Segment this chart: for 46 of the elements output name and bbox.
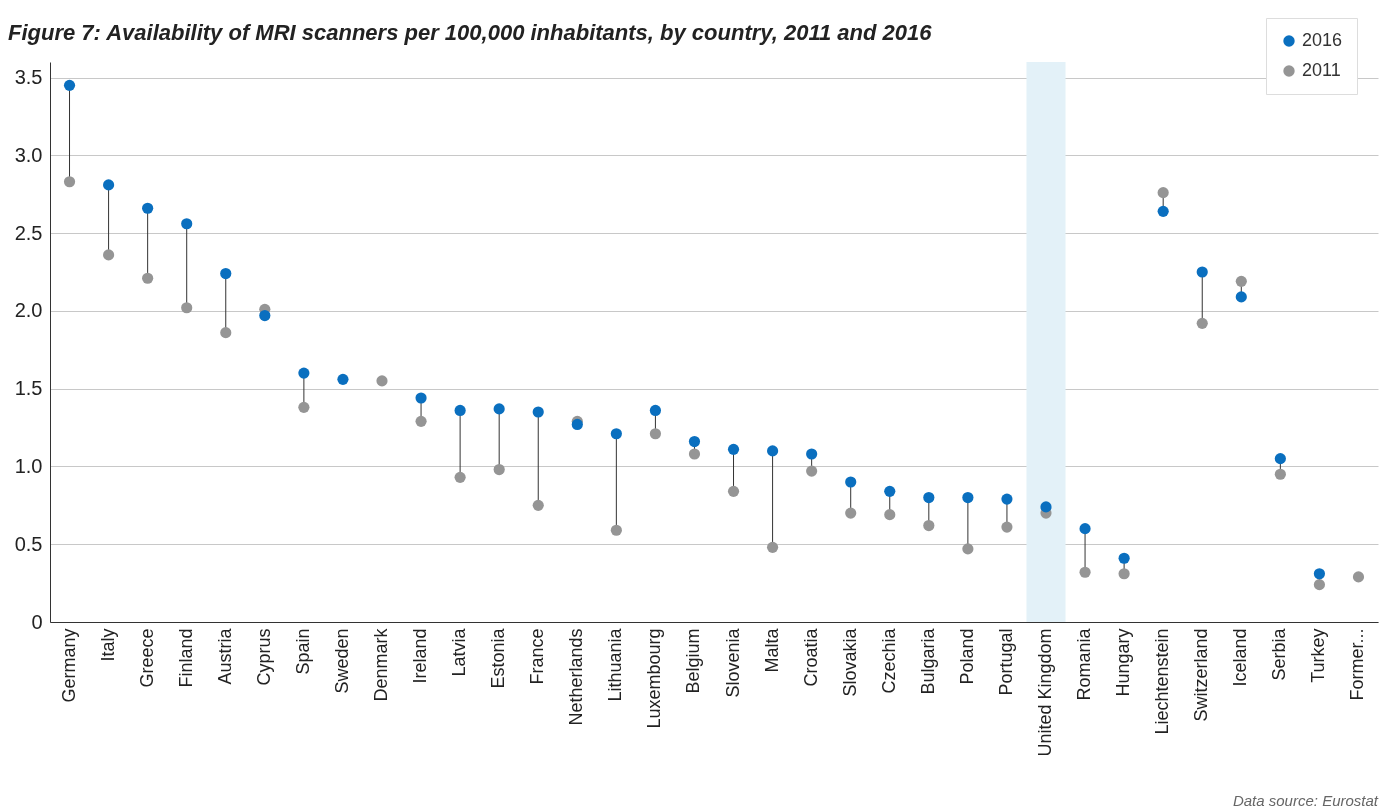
x-tick-label: Switzerland [1191, 628, 1212, 722]
x-tick-label: Denmark [371, 627, 391, 702]
x-tick-label: Malta [761, 627, 782, 673]
x-tick-label: Latvia [449, 627, 470, 677]
x-tick-label: France [527, 628, 548, 685]
chart-title: Figure 7: Availability of MRI scanners per 100,000 inhabitants, by country, 2011 and 2016 [8, 20, 933, 45]
y-tick-label: 0 [31, 610, 43, 633]
x-tick-label: United Kingdom [1035, 628, 1055, 757]
x-tick-label: Lithuania [605, 627, 626, 702]
x-tick-label: Slovenia [722, 627, 743, 698]
y-tick-label: 3.5 [14, 66, 43, 89]
x-tick-label: Czechia [878, 627, 899, 694]
x-tick-label: Sweden [331, 628, 352, 694]
x-tick-label: Ireland [410, 628, 431, 684]
y-tick-label: 1.0 [14, 454, 43, 477]
x-tick-label: Belgium [683, 628, 704, 694]
x-tick-label: Turkey [1308, 628, 1329, 683]
legend-label: 2011 [1302, 60, 1341, 80]
x-tick-label: Croatia [800, 627, 821, 687]
x-tick-label: Greece [136, 628, 157, 688]
x-tick-label: Estonia [488, 627, 509, 689]
x-tick-label: Bulgaria [917, 627, 938, 695]
x-tick-label: Hungary [1113, 628, 1134, 697]
x-tick-label: Serbia [1269, 627, 1290, 681]
x-tick-label: Liechtenstein [1152, 628, 1173, 735]
x-tick-label: Portugal [995, 628, 1016, 696]
x-tick-label: Cyprus [253, 628, 274, 686]
x-tick-label: Spain [292, 628, 313, 675]
y-tick-label: 1.5 [14, 377, 43, 400]
x-tick-label: Finland [175, 628, 196, 688]
x-tick-label: Italy [97, 628, 118, 662]
source-note: Data source: Eurostat [1232, 792, 1379, 809]
x-tick-label: Poland [956, 628, 977, 685]
x-tick-label: Austria [214, 627, 235, 685]
y-tick-label: 2.5 [14, 221, 43, 244]
x-tick-label: Luxembourg [644, 628, 665, 729]
y-tick-label: 0.5 [14, 532, 43, 555]
x-tick-label: Germany [58, 628, 79, 703]
x-tick-label: Former... [1347, 628, 1368, 701]
x-tick-label: Romania [1074, 627, 1095, 701]
x-tick-label: Netherlands [566, 628, 587, 726]
y-tick-label: 2.0 [14, 299, 43, 322]
x-tick-label: Iceland [1230, 628, 1251, 687]
legend-label: 2016 [1302, 30, 1343, 50]
y-tick-label: 3.0 [14, 143, 43, 166]
x-tick-label: Slovakia [839, 627, 860, 697]
